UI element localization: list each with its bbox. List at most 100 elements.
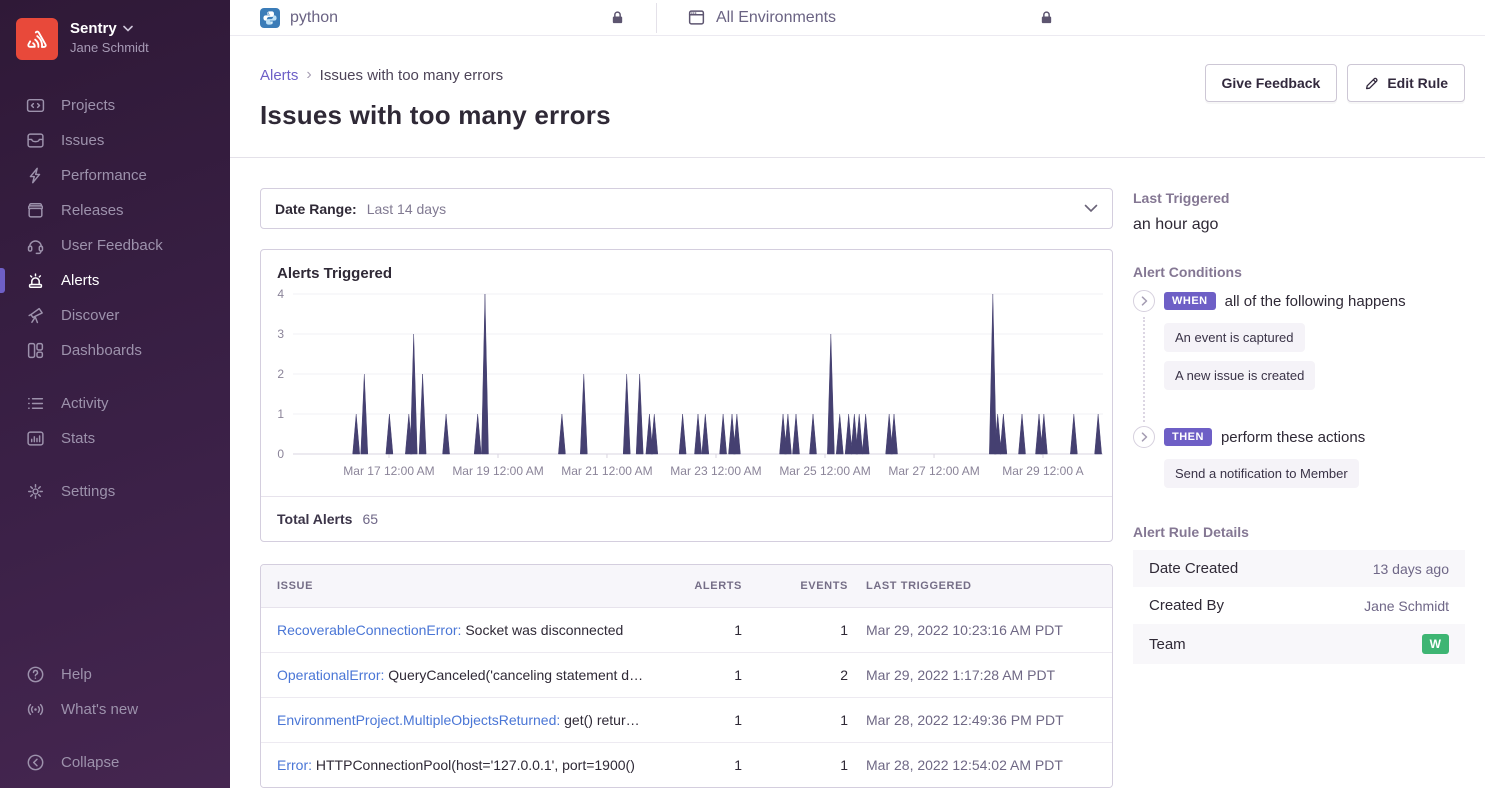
sidebar-item-user-feedback[interactable]: User Feedback xyxy=(0,228,230,263)
rule-detail-row: Team W xyxy=(1133,624,1465,664)
chart-spike xyxy=(418,373,427,455)
sidebar-item-label: Projects xyxy=(61,97,116,114)
chart-spike xyxy=(622,373,631,455)
alerts-triggered-chart: 0 1 2 3 4 Mar 17 12:00 AM Mar 19 12:00 AM Mar 2… xyxy=(277,287,1103,478)
dashboards-icon xyxy=(26,341,45,360)
condition-pill: A new issue is created xyxy=(1164,361,1316,390)
performance-icon xyxy=(26,166,45,185)
lock-icon[interactable] xyxy=(609,9,626,26)
sidebar-item-performance[interactable]: Performance xyxy=(0,158,230,193)
sidebar-footer: Help What's new Collapse xyxy=(0,639,230,780)
releases-icon xyxy=(26,201,45,220)
issue-title: OperationalError: QueryCanceled('canceli… xyxy=(277,667,654,683)
chart-spike xyxy=(580,373,588,455)
left-column: Date Range: Last 14 days Alerts Triggere… xyxy=(260,188,1113,788)
issue-link[interactable]: EnvironmentProject.MultipleObjectsReturn… xyxy=(277,712,561,728)
sidebar-item-label: Alerts xyxy=(61,272,100,289)
issue-link[interactable]: OperationalError: xyxy=(277,667,385,683)
issue-description: get() retur… xyxy=(560,712,640,728)
chevron-right-circle-icon xyxy=(1133,426,1155,448)
issue-row[interactable]: RecoverableConnectionError: Socket was d… xyxy=(261,608,1112,653)
chart-spike xyxy=(861,413,870,455)
collapse-icon xyxy=(26,753,45,772)
chart-spike xyxy=(733,413,741,455)
chart-spike xyxy=(409,333,418,455)
detail-value: Jane Schmidt xyxy=(1364,597,1449,614)
chart-spike xyxy=(645,413,654,455)
breadcrumb-alerts-link[interactable]: Alerts xyxy=(260,66,299,84)
sidebar-item-collapse[interactable]: Collapse xyxy=(0,745,230,780)
sidebar-item-activity[interactable]: Activity xyxy=(0,386,230,421)
project-selector[interactable]: python xyxy=(260,7,626,28)
environment-name: All Environments xyxy=(716,8,837,26)
breadcrumb-chevron-icon: › xyxy=(306,66,312,83)
events-count: 1 xyxy=(840,712,848,728)
svg-text:1: 1 xyxy=(277,407,284,421)
when-badge: WHEN xyxy=(1164,292,1216,310)
sidebar-item-what-s-new[interactable]: What's new xyxy=(0,692,230,727)
sidebar-item-discover[interactable]: Discover xyxy=(0,298,230,333)
then-row: THEN perform these actions xyxy=(1133,426,1465,448)
chart-spike xyxy=(360,373,369,455)
chart-spike xyxy=(635,373,644,455)
svg-text:Mar 17 12:00 AM: Mar 17 12:00 AM xyxy=(343,464,434,478)
date-range-label: Date Range: xyxy=(275,200,357,217)
alert-conditions-heading: Alert Conditions xyxy=(1133,264,1242,280)
org-user-block: Sentry Jane Schmidt xyxy=(70,18,149,55)
action-pill: Send a notification to Member xyxy=(1164,459,1359,488)
org-selector[interactable]: Sentry Jane Schmidt xyxy=(0,14,230,70)
sidebar-item-projects[interactable]: Projects xyxy=(0,88,230,123)
sidebar-item-releases[interactable]: Releases xyxy=(0,193,230,228)
sidebar-item-dashboards[interactable]: Dashboards xyxy=(0,333,230,368)
edit-rule-label: Edit Rule xyxy=(1387,75,1448,91)
chart-footer: Total Alerts 65 xyxy=(261,496,1112,541)
breadcrumb: Alerts › Issues with too many errors xyxy=(260,66,1465,84)
column-issue: ISSUE xyxy=(277,580,314,592)
sidebar-item-settings[interactable]: Settings xyxy=(0,474,230,509)
alerts-count: 1 xyxy=(734,667,742,683)
chart-spike xyxy=(1040,413,1048,455)
sidebar-item-label: Collapse xyxy=(61,754,120,771)
chart-spike xyxy=(473,413,482,455)
issue-description: Socket was disconnected xyxy=(461,622,624,638)
rule-detail-row: Created By Jane Schmidt xyxy=(1133,587,1465,624)
sidebar-item-alerts[interactable]: Alerts xyxy=(0,263,230,298)
issue-row[interactable]: OperationalError: QueryCanceled('canceli… xyxy=(261,653,1112,698)
topbar: python All Environments xyxy=(230,0,1485,36)
chart-spike xyxy=(728,413,736,455)
when-block: WHEN all of the following happens An eve… xyxy=(1133,290,1465,422)
issue-row[interactable]: Error: HTTPConnectionPool(host='127.0.0.… xyxy=(261,743,1112,787)
sidebar-item-stats[interactable]: Stats xyxy=(0,421,230,456)
activity-icon xyxy=(26,394,45,413)
environment-selector[interactable]: All Environments xyxy=(687,8,1055,27)
rule-detail-rows: Date Created 13 days ago Created By Jane Sc… xyxy=(1133,550,1465,664)
alerts-count: 1 xyxy=(734,712,742,728)
sidebar-item-issues[interactable]: Issues xyxy=(0,123,230,158)
chart-spike xyxy=(694,413,702,455)
nav-group: Projects Issues Performance Releases User Fe… xyxy=(0,88,230,368)
last-triggered-heading: Last Triggered xyxy=(1133,190,1230,206)
chart-spike xyxy=(844,413,853,455)
conditions-connector xyxy=(1143,317,1145,422)
chart-spike xyxy=(1070,413,1078,455)
events-count: 1 xyxy=(840,757,848,773)
sidebar-item-help[interactable]: Help xyxy=(0,657,230,692)
chart-spike xyxy=(779,413,787,455)
issue-link[interactable]: Error: xyxy=(277,757,312,773)
sidebar-item-label: Discover xyxy=(61,307,120,324)
svg-text:Mar 27 12:00 AM: Mar 27 12:00 AM xyxy=(888,464,979,478)
org-name: Sentry xyxy=(70,20,117,37)
chart-spike xyxy=(701,413,710,455)
last-triggered-value: an hour ago xyxy=(1133,216,1219,233)
sidebar-item-label: Help xyxy=(61,666,92,683)
lock-icon[interactable] xyxy=(1038,9,1055,26)
issue-row[interactable]: EnvironmentProject.MultipleObjectsReturn… xyxy=(261,698,1112,743)
give-feedback-button[interactable]: Give Feedback xyxy=(1204,64,1338,102)
issue-link[interactable]: RecoverableConnectionError: xyxy=(277,622,462,638)
user-feedback-icon xyxy=(26,236,45,255)
date-range-select[interactable]: Date Range: Last 14 days xyxy=(260,188,1113,229)
projects-icon xyxy=(26,96,45,115)
chart-spike xyxy=(1018,413,1026,455)
chevron-down-icon xyxy=(122,25,133,32)
edit-rule-button[interactable]: Edit Rule xyxy=(1347,64,1465,102)
